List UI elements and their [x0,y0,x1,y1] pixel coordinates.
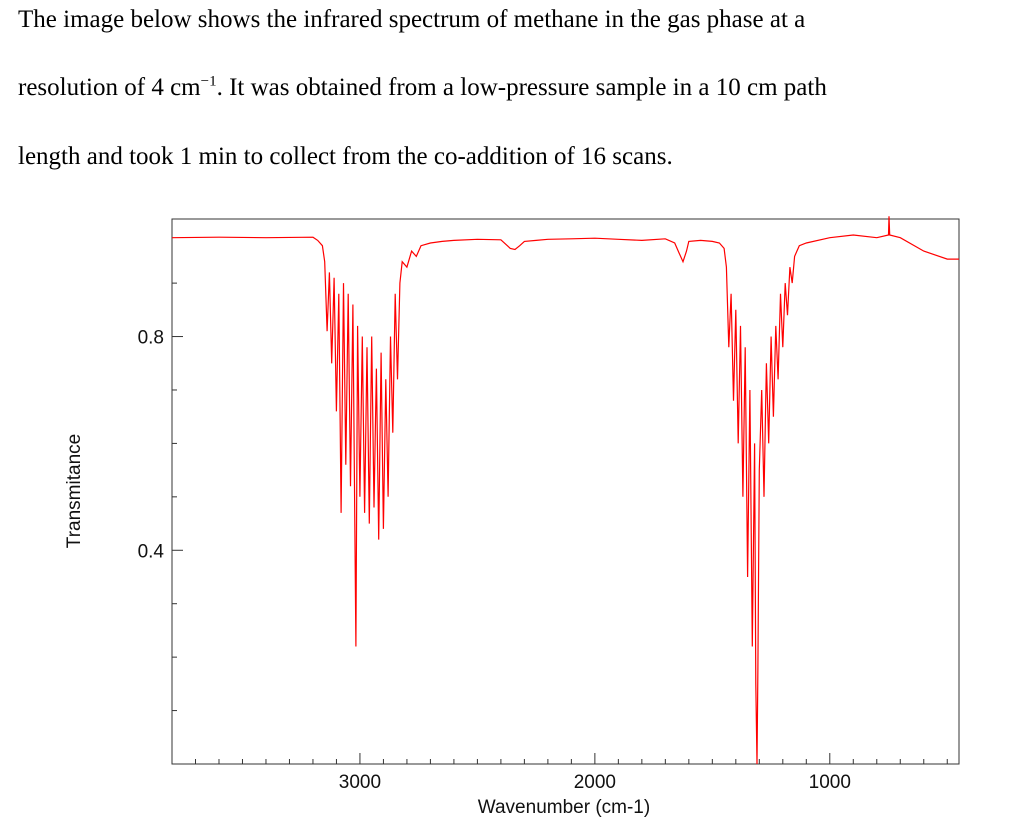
y-tick-label: 0.8 [138,328,164,349]
x-tick-label: 2000 [574,772,616,793]
spectrum-series-line [171,216,959,765]
y-tick-label: 0.4 [138,541,165,562]
intro-line-2-start: resolution of 4 cm [18,74,201,101]
x-tick-label: 3000 [339,772,381,793]
x-tick-label: 1000 [809,772,851,793]
intro-line-2-superscript: −1 [200,73,217,90]
intro-line-2-end: . It was obtained from a low-pressure sa… [216,74,827,101]
intro-line-3: length and took 1 min to collect from th… [18,143,673,170]
ticks-layer: 3000 2000 1000 0.4 0.8 [138,282,948,793]
intro-line-2: resolution of 4 cm−1. It was obtained fr… [18,74,827,102]
plot-frame [171,218,960,765]
x-axis-label: Wavenumber (cm-1) [478,797,650,818]
y-axis-label: Transmitance [64,434,85,548]
intro-line-1: The image below shows the infrared spect… [18,6,806,33]
